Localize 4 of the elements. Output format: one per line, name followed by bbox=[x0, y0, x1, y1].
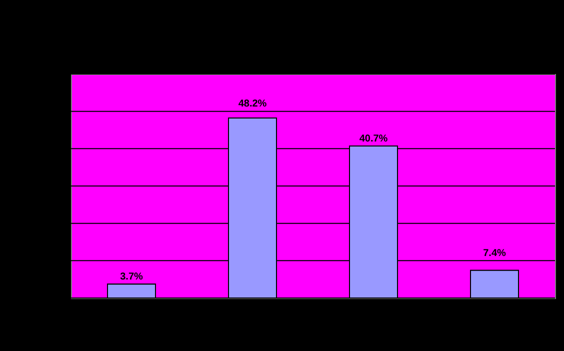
data-label: 7.4% bbox=[483, 248, 506, 259]
data-label: 3.7% bbox=[120, 272, 144, 282]
data-label: 40.7% bbox=[359, 133, 388, 144]
data-label: 48.2% bbox=[238, 98, 267, 110]
